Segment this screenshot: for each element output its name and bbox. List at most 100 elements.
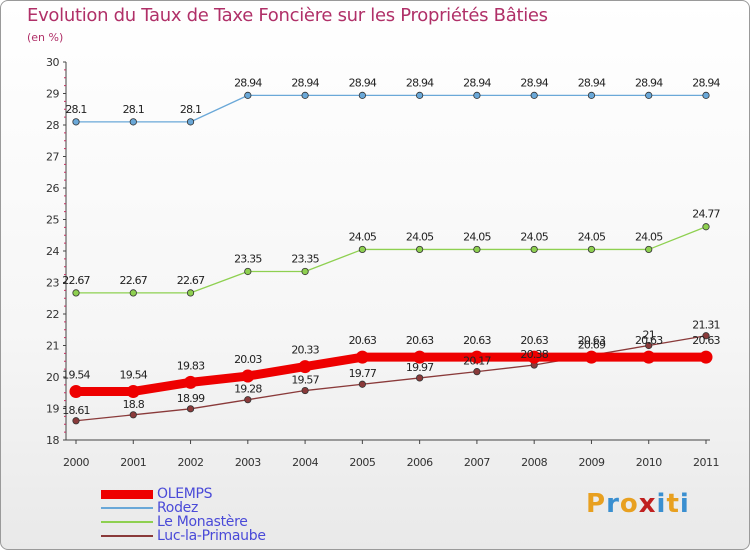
data-label: 19.77 [349,367,377,380]
data-label: 24.05 [349,230,377,243]
logo-letter: i [656,489,667,519]
data-label: 21 [643,329,655,342]
data-point [186,118,195,126]
series-line [75,94,707,123]
x-tick-label: 2000 [63,456,89,469]
series-line [75,335,707,422]
data-point [184,375,198,389]
data-point [72,118,80,126]
data-label: 20.38 [520,348,548,361]
data-label: 20.17 [463,355,491,368]
data-label: 28.1 [123,103,144,116]
data-label: 19.97 [406,361,434,374]
data-label: 24.05 [635,230,663,243]
data-point [702,332,710,340]
data-point [645,245,653,254]
data-point [645,91,653,99]
y-tick-label: 29 [46,88,59,101]
legend-swatch [101,507,153,509]
legend-label: Le Monastère [157,514,248,530]
data-point [358,91,366,99]
x-tick-label: 2008 [521,456,547,469]
data-point [244,396,252,404]
data-point [587,245,596,254]
data-label: 23.35 [291,252,319,265]
data-labels-olemps: 19.54 19.54 19.83 20.03 20.33 20.63 20.63 20.63… [62,334,721,381]
data-label: 24.77 [692,208,720,221]
logo-letter: x [638,489,657,519]
legend-swatch [101,489,153,499]
data-point [413,350,427,364]
data-point [72,289,80,297]
data-label: 20.63 [692,334,720,347]
data-point [416,91,424,99]
data-label: 19.28 [234,383,262,396]
data-point [244,91,252,99]
data-label: 19.54 [62,368,90,381]
data-label: 28.94 [692,76,720,89]
series-rodez [72,91,710,126]
data-point [416,374,424,382]
logo-letter: P [586,489,607,519]
data-point [470,350,484,364]
legend-label: Luc-la-Primaube [157,528,266,544]
data-label: 22.67 [62,274,90,287]
data-label: 22.67 [120,274,148,287]
x-tick-label: 2005 [349,456,375,469]
x-tick-label: 2004 [292,456,318,469]
x-tick-label: 2007 [464,456,490,469]
data-label: 20.63 [578,334,606,347]
data-point [298,360,312,374]
y-tick-label: 23 [46,277,59,290]
data-point [69,384,83,398]
data-point [241,369,255,383]
legend-label: Rodez [157,500,199,516]
y-tick-label: 25 [46,214,59,227]
chart-title: Evolution du Taux de Taxe Foncière sur l… [27,5,548,26]
logo-letter: i [679,489,690,519]
data-point [702,223,710,231]
data-label: 20.63 [406,334,434,347]
proxiti-logo: Proxiti [586,489,690,519]
data-label: 22.67 [177,274,205,287]
legend-swatch [101,521,153,523]
data-point [358,380,366,388]
data-label: 20.63 [635,334,663,347]
data-point [129,289,137,297]
x-tick-label: 2003 [235,456,261,469]
x-tick-label: 2011 [693,456,719,469]
data-label: 20.63 [463,334,491,347]
data-label: 18.61 [62,404,90,417]
y-tick-label: 19 [46,403,59,416]
data-label: 23.35 [234,252,262,265]
data-point [358,245,366,254]
series-luc-la-primaube [72,332,710,425]
y-tick-label: 26 [46,182,59,195]
data-label: 20.63 [520,334,548,347]
data-point [527,350,541,364]
x-tick-label: 2009 [578,456,604,469]
data-label: 20.33 [291,344,319,357]
data-point [416,245,424,254]
data-label: 19.83 [177,359,205,372]
data-point [473,245,481,254]
data-point [72,417,80,425]
data-point [473,91,481,99]
data-label: 18.99 [177,392,205,405]
y-tick-label: 27 [46,151,59,164]
series-olemps [69,350,713,398]
x-tick-label: 2010 [636,456,662,469]
data-label: 28.94 [635,76,663,89]
data-label: 28.94 [520,76,548,89]
data-label: 24.05 [463,230,491,243]
data-point [129,118,137,126]
series-line [75,226,707,294]
axes: 18 19 20 21 22 23 24 25 26 27 28 29 30 2000 2001 2002 20… [46,56,720,469]
legend-swatch [101,535,153,537]
data-point [645,341,653,350]
data-point [699,350,713,364]
data-point [473,368,481,376]
data-label: 19.54 [120,368,148,381]
